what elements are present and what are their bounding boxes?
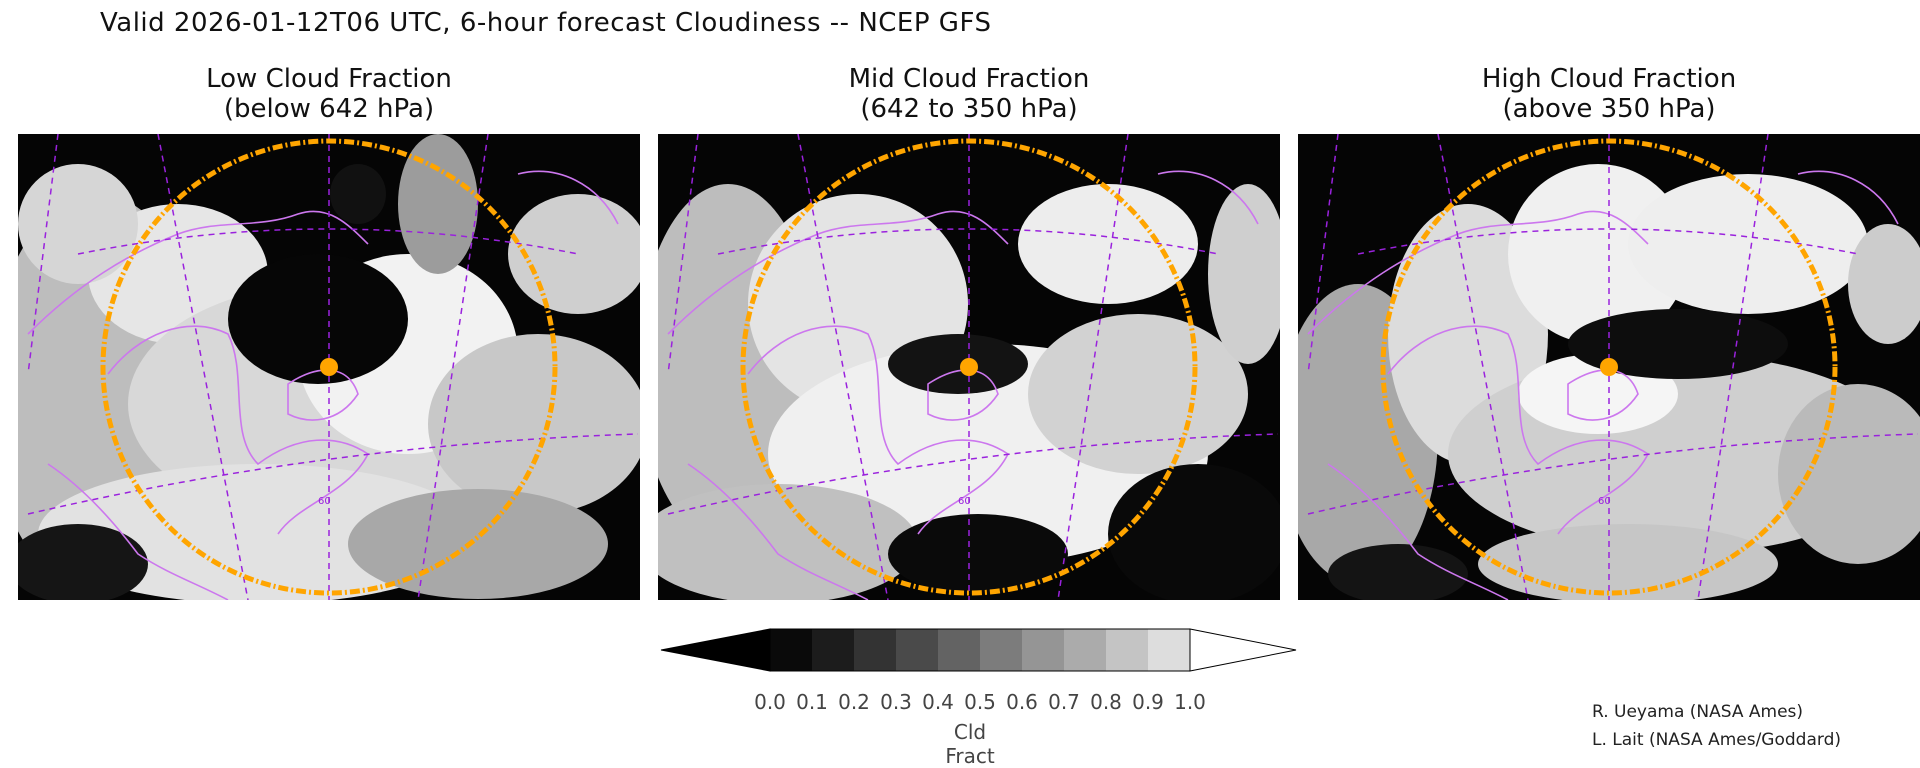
colorbar-tick-label: 0.8: [1090, 690, 1122, 714]
colorbar-under-arrow: [660, 628, 771, 672]
main-title: Valid 2026-01-12T06 UTC, 6-hour forecast…: [100, 8, 992, 38]
colorbar-swatch: [980, 629, 1022, 671]
coastlines: [667, 170, 1259, 600]
colorbar-tick-label: 0.6: [1006, 690, 1038, 714]
colorbar-unit: Cld Fract: [945, 720, 995, 768]
colorbar-swatch: [938, 629, 980, 671]
colorbar-swatch: [1106, 629, 1148, 671]
map-svg: 60: [658, 134, 1280, 600]
colorbar-swatch: [896, 629, 938, 671]
colorbar-tick-label: 0.3: [880, 690, 912, 714]
panel-title-line1: Low Cloud Fraction: [206, 64, 452, 94]
mid-cloud-panel: Mid Cloud Fraction (642 to 350 hPa): [658, 64, 1280, 600]
range-ring: [1380, 138, 1838, 596]
colorbar-swatch: [1022, 629, 1064, 671]
colorbar-swatch: [770, 629, 812, 671]
panel-title-line1: Mid Cloud Fraction: [848, 64, 1090, 94]
colorbar-tick-label: 0.2: [838, 690, 870, 714]
map-svg: 60: [18, 134, 640, 600]
range-ring: [100, 138, 558, 596]
panel-title-line2: (below 642 hPa): [223, 94, 435, 124]
coastlines: [1307, 170, 1899, 600]
mid-cloud-map: 60: [658, 134, 1280, 600]
colorbar-swatch: [1148, 629, 1190, 671]
range-ring: [740, 138, 1198, 596]
cloud-field: [1298, 164, 1920, 600]
colorbar-swatch: [1064, 629, 1106, 671]
coastlines: [27, 170, 619, 600]
panel-title: High Cloud Fraction (above 350 hPa): [1298, 64, 1920, 124]
credit-line-1: R. Ueyama (NASA Ames): [1592, 702, 1804, 722]
credit-line-2: L. Lait (NASA Ames/Goddard): [1592, 730, 1841, 750]
colorbar: [660, 628, 1300, 676]
colorbar-tick-label: 0.4: [922, 690, 954, 714]
colorbar-tick-label: 0.1: [796, 690, 828, 714]
map-svg: 60: [1298, 134, 1920, 600]
grid-label: 60: [1598, 496, 1611, 507]
colorbar-svg: [660, 628, 1297, 672]
colorbar-tick-label: 1.0: [1174, 690, 1206, 714]
panel-title-line2: (above 350 hPa): [1502, 94, 1716, 124]
colorbar-over-arrow: [1189, 628, 1297, 672]
colorbar-tick-label: 0.0: [754, 690, 786, 714]
low-cloud-panel: Low Cloud Fraction (below 642 hPa): [18, 64, 640, 600]
colorbar-tick-label: 0.5: [964, 690, 996, 714]
colorbar-swatch: [812, 629, 854, 671]
colorbar-swatch: [854, 629, 896, 671]
site-marker: [1600, 358, 1618, 376]
site-marker: [960, 358, 978, 376]
low-cloud-map: 60: [18, 134, 640, 600]
panel-title: Low Cloud Fraction (below 642 hPa): [18, 64, 640, 124]
high-cloud-map: 60: [1298, 134, 1920, 600]
colorbar-tick-label: 0.7: [1048, 690, 1080, 714]
colorbar-tick-labels: 0.0 0.1 0.2 0.3 0.4 0.5 0.6 0.7 0.8 0.9 1.0: [660, 690, 1280, 714]
panel-title: Mid Cloud Fraction (642 to 350 hPa): [658, 64, 1280, 124]
grid-label: 60: [318, 496, 331, 507]
high-cloud-panel: High Cloud Fraction (above 350 hPa): [1298, 64, 1920, 600]
panel-title-line1: High Cloud Fraction: [1481, 64, 1737, 94]
colorbar-tick-label: 0.9: [1132, 690, 1164, 714]
cloud-field: [18, 134, 640, 600]
grid-label: 60: [958, 496, 971, 507]
colorbar-frame: [769, 628, 1191, 672]
site-marker: [320, 358, 338, 376]
panel-title-line2: (642 to 350 hPa): [860, 94, 1078, 124]
